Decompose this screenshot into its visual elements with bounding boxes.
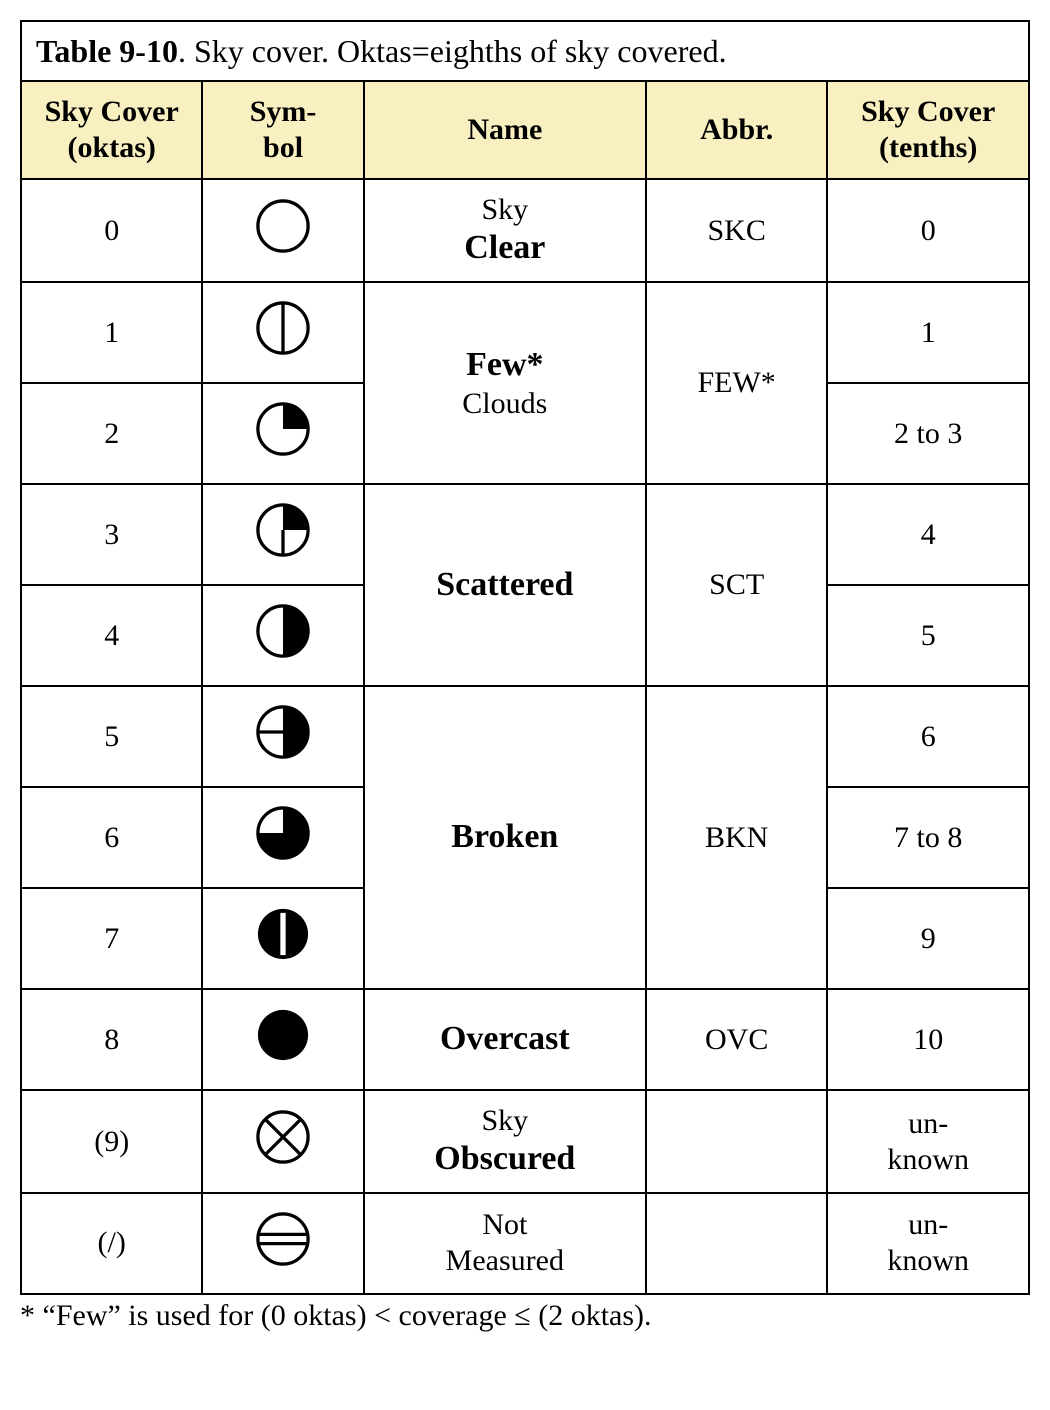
cell-tenths: 10 — [827, 989, 1029, 1090]
cell-name: Broken — [364, 686, 646, 989]
cell-oktas: 4 — [21, 585, 202, 686]
table-row: 8 Overcast OVC 10 — [21, 989, 1029, 1090]
okta-8-icon — [250, 1002, 316, 1068]
cell-tenths: 7 to 8 — [827, 787, 1029, 888]
okta-5-icon — [250, 699, 316, 765]
col-tenths: Sky Cover (tenths) — [827, 81, 1029, 179]
cell-tenths: 2 to 3 — [827, 383, 1029, 484]
okta-7-icon — [250, 901, 316, 967]
cell-tenths: 0 — [827, 179, 1029, 282]
okta-4-icon — [250, 598, 316, 664]
cell-symbol — [202, 686, 363, 787]
table-row: (/) Not Measured un-known — [21, 1193, 1029, 1294]
cell-oktas: 8 — [21, 989, 202, 1090]
cell-abbr: SKC — [646, 179, 827, 282]
cell-abbr: BKN — [646, 686, 827, 989]
okta-2-icon — [250, 396, 316, 462]
cell-oktas: 3 — [21, 484, 202, 585]
table-header-row: Sky Cover (oktas) Sym-bol Name Abbr. Sky… — [21, 81, 1029, 179]
table-row: 3 Scattered SCT 4 — [21, 484, 1029, 585]
okta-3-icon — [250, 497, 316, 563]
okta-obscured-icon — [250, 1104, 316, 1170]
okta-6-icon — [250, 800, 316, 866]
table-footnote: * “Few” is used for (0 oktas) < coverage… — [20, 1299, 1030, 1333]
cell-tenths: un-known — [827, 1193, 1029, 1294]
cell-tenths: 9 — [827, 888, 1029, 989]
col-oktas: Sky Cover (oktas) — [21, 81, 202, 179]
cell-abbr: FEW* — [646, 282, 827, 484]
cell-tenths: 1 — [827, 282, 1029, 383]
okta-notmeasured-icon — [250, 1206, 316, 1272]
cell-abbr: OVC — [646, 989, 827, 1090]
cell-tenths: 5 — [827, 585, 1029, 686]
cell-symbol — [202, 1193, 363, 1294]
col-symbol: Sym-bol — [202, 81, 363, 179]
cell-abbr: SCT — [646, 484, 827, 686]
caption-rest: . Sky cover. Oktas=eighths of sky covere… — [178, 33, 727, 69]
col-abbr: Abbr. — [646, 81, 827, 179]
cell-oktas: (/) — [21, 1193, 202, 1294]
okta-0-icon — [250, 193, 316, 259]
cell-name: Few* Clouds — [364, 282, 646, 484]
cell-abbr — [646, 1090, 827, 1193]
cell-oktas: 5 — [21, 686, 202, 787]
cell-tenths: 6 — [827, 686, 1029, 787]
cell-oktas: (9) — [21, 1090, 202, 1193]
col-name: Name — [364, 81, 646, 179]
sky-cover-table: Table 9-10. Sky cover. Oktas=eighths of … — [20, 20, 1030, 1295]
table-row: 5 Broken BKN 6 — [21, 686, 1029, 787]
cell-tenths: un-known — [827, 1090, 1029, 1193]
cell-name: Sky Obscured — [364, 1090, 646, 1193]
cell-name: Sky Clear — [364, 179, 646, 282]
cell-tenths: 4 — [827, 484, 1029, 585]
cell-symbol — [202, 1090, 363, 1193]
cell-oktas: 7 — [21, 888, 202, 989]
caption-bold: Table 9-10 — [36, 33, 178, 69]
cell-name: Overcast — [364, 989, 646, 1090]
table-row: (9) Sky Obscured un-known — [21, 1090, 1029, 1193]
cell-symbol — [202, 484, 363, 585]
cell-abbr — [646, 1193, 827, 1294]
cell-oktas: 6 — [21, 787, 202, 888]
cell-oktas: 2 — [21, 383, 202, 484]
cell-symbol — [202, 888, 363, 989]
table-row: 1 Few* Clouds FEW* 1 — [21, 282, 1029, 383]
cell-symbol — [202, 787, 363, 888]
cell-symbol — [202, 585, 363, 686]
table-row: 0 Sky Clear SKC 0 — [21, 179, 1029, 282]
table-caption: Table 9-10. Sky cover. Oktas=eighths of … — [21, 21, 1029, 81]
cell-name: Not Measured — [364, 1193, 646, 1294]
cell-oktas: 1 — [21, 282, 202, 383]
okta-1-icon — [250, 295, 316, 361]
cell-name: Scattered — [364, 484, 646, 686]
cell-symbol — [202, 282, 363, 383]
cell-oktas: 0 — [21, 179, 202, 282]
cell-symbol — [202, 383, 363, 484]
cell-symbol — [202, 989, 363, 1090]
cell-symbol — [202, 179, 363, 282]
